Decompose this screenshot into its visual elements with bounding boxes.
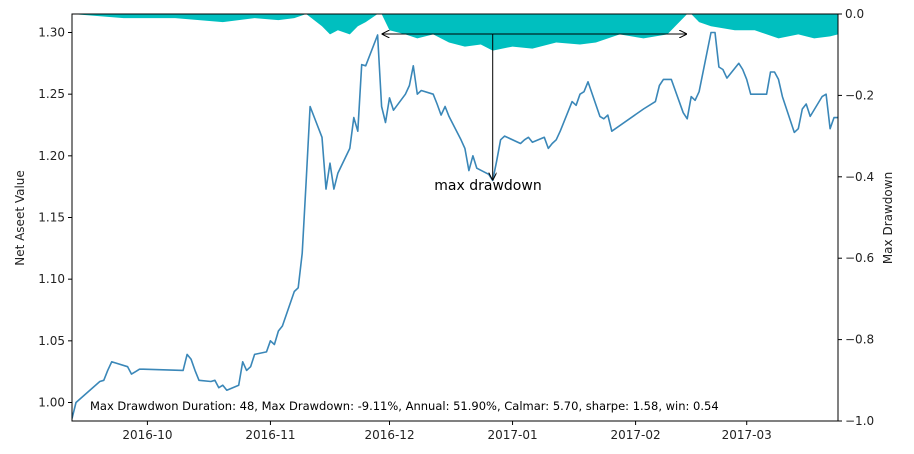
y2-tick-label: −0.6 — [845, 251, 874, 265]
y2-tick-label: −0.2 — [845, 88, 874, 102]
x-tick-label: 2017-01 — [487, 428, 537, 442]
y-axis-label: Net Aseet Value — [13, 170, 27, 266]
x-tick-label: 2017-03 — [722, 428, 772, 442]
y-tick-label: 1.25 — [38, 87, 65, 101]
y-tick-label: 1.30 — [38, 26, 65, 40]
x-tick-label: 2016-12 — [364, 428, 414, 442]
plot-frame — [71, 13, 839, 422]
y2-tick-label: 0.0 — [845, 7, 864, 21]
nav-line — [72, 31, 838, 419]
x-tick-label: 2017-02 — [611, 428, 661, 442]
x-tick-label: 2016-10 — [122, 428, 172, 442]
y2-tick-label: −0.8 — [845, 333, 874, 347]
y2-axis-label: Max Drawdown — [881, 172, 895, 264]
y-tick-label: 1.00 — [38, 396, 65, 410]
y-tick-label: 1.10 — [38, 272, 65, 286]
y-tick-label: 1.15 — [38, 211, 65, 225]
max-drawdown-annotation: max drawdown — [434, 178, 541, 194]
y2-tick-label: −0.4 — [845, 170, 874, 184]
drawdown-area — [72, 14, 838, 51]
y-tick-label: 1.20 — [38, 149, 65, 163]
y-tick-label: 1.05 — [38, 334, 65, 348]
x-tick-label: 2016-11 — [245, 428, 295, 442]
y2-tick-label: −1.0 — [845, 414, 874, 428]
stats-summary: Max Drawdwon Duration: 48, Max Drawdown:… — [90, 399, 719, 413]
